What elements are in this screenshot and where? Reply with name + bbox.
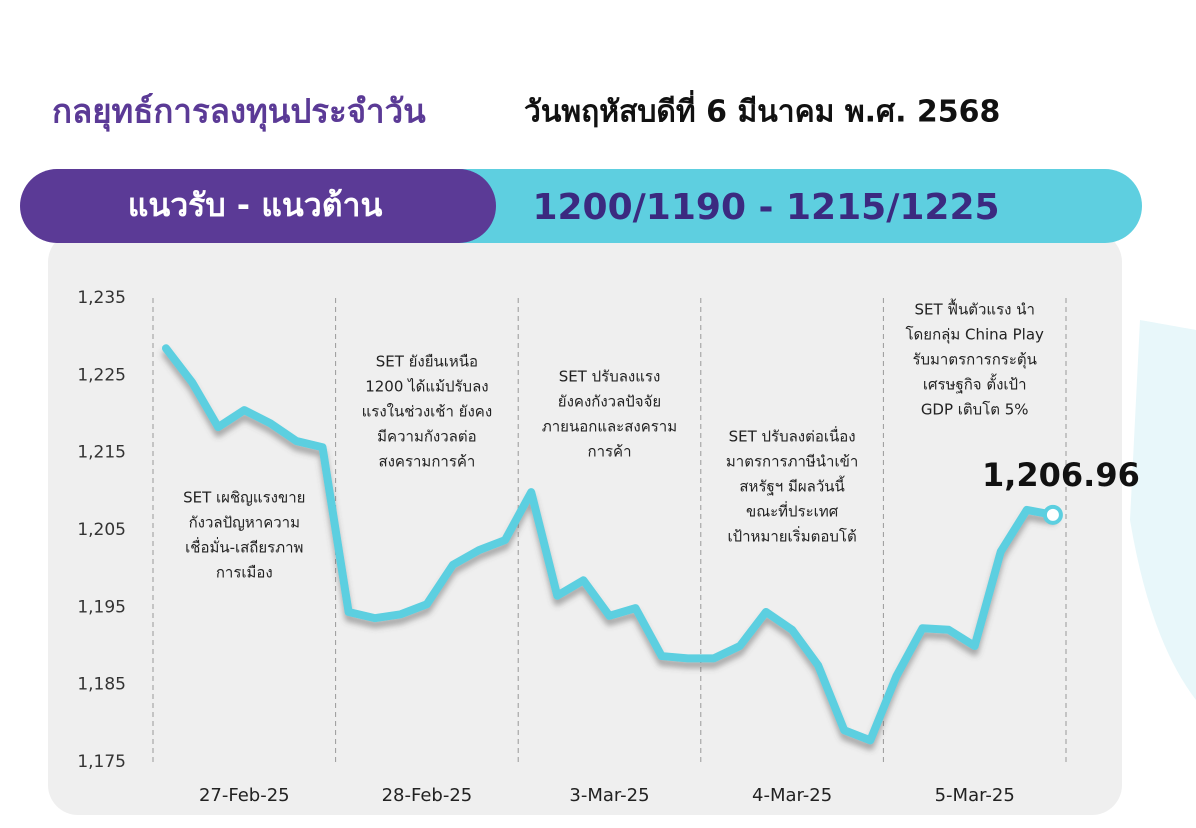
annotation: กังวลปัญหาความ xyxy=(189,514,300,532)
annotation: เป้าหมายเริ่มตอบโต้ xyxy=(727,526,856,546)
banner-label-bg xyxy=(20,169,496,243)
annotation: การเมือง xyxy=(216,564,273,582)
x-tick-label: 27-Feb-25 xyxy=(199,785,290,806)
annotation: เชื่อมั่น-เสถียรภาพ xyxy=(185,537,303,557)
chart-panel xyxy=(48,232,1122,815)
series-line xyxy=(162,344,1057,745)
subtitle: วันพฤหัสบดีที่ 6 มีนาคม พ.ศ. 2568 xyxy=(524,90,1000,130)
annotation: GDP เติบโต 5% xyxy=(921,401,1029,419)
annotation: การค้า xyxy=(587,443,631,461)
annotation: SET ปรับลงต่อเนื่อง xyxy=(729,426,856,446)
banner-value: 1200/1190 - 1215/1225 xyxy=(532,187,999,228)
annotation: มาตรการภาษีนำเข้า xyxy=(726,453,858,471)
end-point xyxy=(1042,504,1063,525)
annotation: ขณะที่ประเทศ xyxy=(746,501,839,521)
y-tick-label: 1,175 xyxy=(77,752,126,772)
annotation: SET ยังยืนเหนือ xyxy=(376,353,478,371)
annotation: 1200 ได้แม้ปรับลง xyxy=(365,378,488,396)
x-tick-label: 4-Mar-25 xyxy=(752,785,832,806)
x-tick-label: 5-Mar-25 xyxy=(935,785,1015,806)
annotation: มีความกังวลต่อ xyxy=(377,428,476,446)
annotation: โดยกลุ่ม China Play xyxy=(905,326,1044,345)
annotation: รับมาตรการกระตุ้น xyxy=(912,351,1036,370)
annotation: ยังคงกังวลปัจจัย xyxy=(558,393,661,411)
y-tick-label: 1,225 xyxy=(77,365,126,385)
annotation: แรงในช่วงเช้า ยังคง xyxy=(362,403,493,421)
annotation: สงครามการค้า xyxy=(378,453,475,471)
annotation: SET ปรับลงแรง xyxy=(559,368,661,386)
y-tick-label: 1,235 xyxy=(77,288,126,308)
annotation: สหรัฐฯ มีผลวันนี้ xyxy=(739,476,845,496)
x-tick-label: 3-Mar-25 xyxy=(569,785,649,806)
annotation: ภายนอกและสงคราม xyxy=(542,418,677,436)
banner-label: แนวรับ - แนวต้าน xyxy=(128,186,383,224)
decor-shape xyxy=(1130,320,1196,700)
annotation: SET ฟื้นตัวแรง นำ xyxy=(914,299,1034,319)
y-tick-label: 1,185 xyxy=(77,675,126,695)
y-tick-label: 1,205 xyxy=(77,520,126,540)
value-label: 1,206.96 xyxy=(982,456,1140,494)
annotation: SET เผชิญแรงขาย xyxy=(183,489,305,507)
annotation: เศรษฐกิจ ตั้งเป้า xyxy=(923,374,1027,394)
banner-value-bg xyxy=(420,169,1142,243)
title: กลยุทธ์การลงทุนประจำวัน xyxy=(52,92,426,133)
y-tick-label: 1,195 xyxy=(77,597,126,617)
y-tick-label: 1,215 xyxy=(77,443,126,463)
x-tick-label: 28-Feb-25 xyxy=(382,785,473,806)
